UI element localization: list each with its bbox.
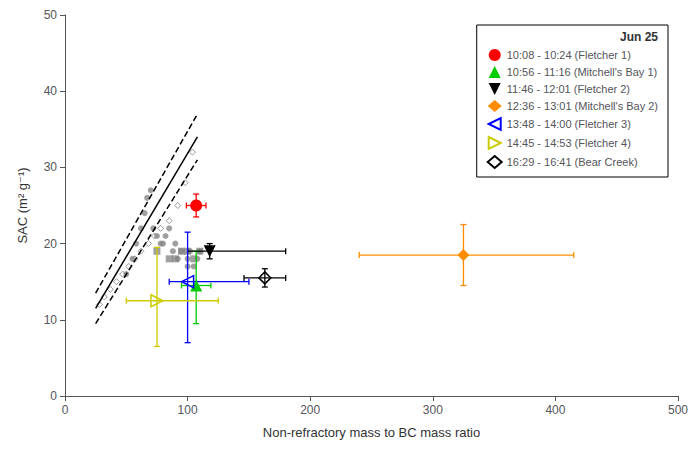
svg-text:50: 50 xyxy=(44,8,58,22)
svg-text:12:36 - 13:01 (Mitchell's Bay: 12:36 - 13:01 (Mitchell's Bay 2) xyxy=(507,100,658,112)
svg-text:10: 10 xyxy=(44,313,58,327)
svg-text:Jun 25: Jun 25 xyxy=(620,30,658,44)
svg-text:40: 40 xyxy=(44,84,58,98)
svg-text:0: 0 xyxy=(50,389,57,403)
svg-text:10:56 - 11:16 (Mitchell's Bay: 10:56 - 11:16 (Mitchell's Bay 1) xyxy=(507,66,657,78)
svg-text:100: 100 xyxy=(178,403,198,417)
svg-text:SAC (m² g⁻¹): SAC (m² g⁻¹) xyxy=(15,167,30,243)
svg-text:30: 30 xyxy=(44,160,58,174)
svg-text:14:45 - 14:53 (Fletcher 4): 14:45 - 14:53 (Fletcher 4) xyxy=(507,137,631,149)
svg-text:Non-refractory mass to BC mass: Non-refractory mass to BC mass ratio xyxy=(263,425,480,440)
svg-text:400: 400 xyxy=(545,403,565,417)
svg-text:16:29 - 16:41 (Bear Creek): 16:29 - 16:41 (Bear Creek) xyxy=(507,156,638,168)
svg-text:0: 0 xyxy=(62,403,69,417)
svg-text:13:48 - 14:00 (Fletcher 3): 13:48 - 14:00 (Fletcher 3) xyxy=(507,118,631,130)
svg-text:500: 500 xyxy=(668,403,688,417)
svg-text:300: 300 xyxy=(423,403,443,417)
svg-text:200: 200 xyxy=(300,403,320,417)
svg-text:10:08 - 10:24 (Fletcher 1): 10:08 - 10:24 (Fletcher 1) xyxy=(507,49,631,61)
svg-text:11:46 - 12:01 (Fletcher 2): 11:46 - 12:01 (Fletcher 2) xyxy=(507,83,630,95)
svg-text:20: 20 xyxy=(44,237,58,251)
